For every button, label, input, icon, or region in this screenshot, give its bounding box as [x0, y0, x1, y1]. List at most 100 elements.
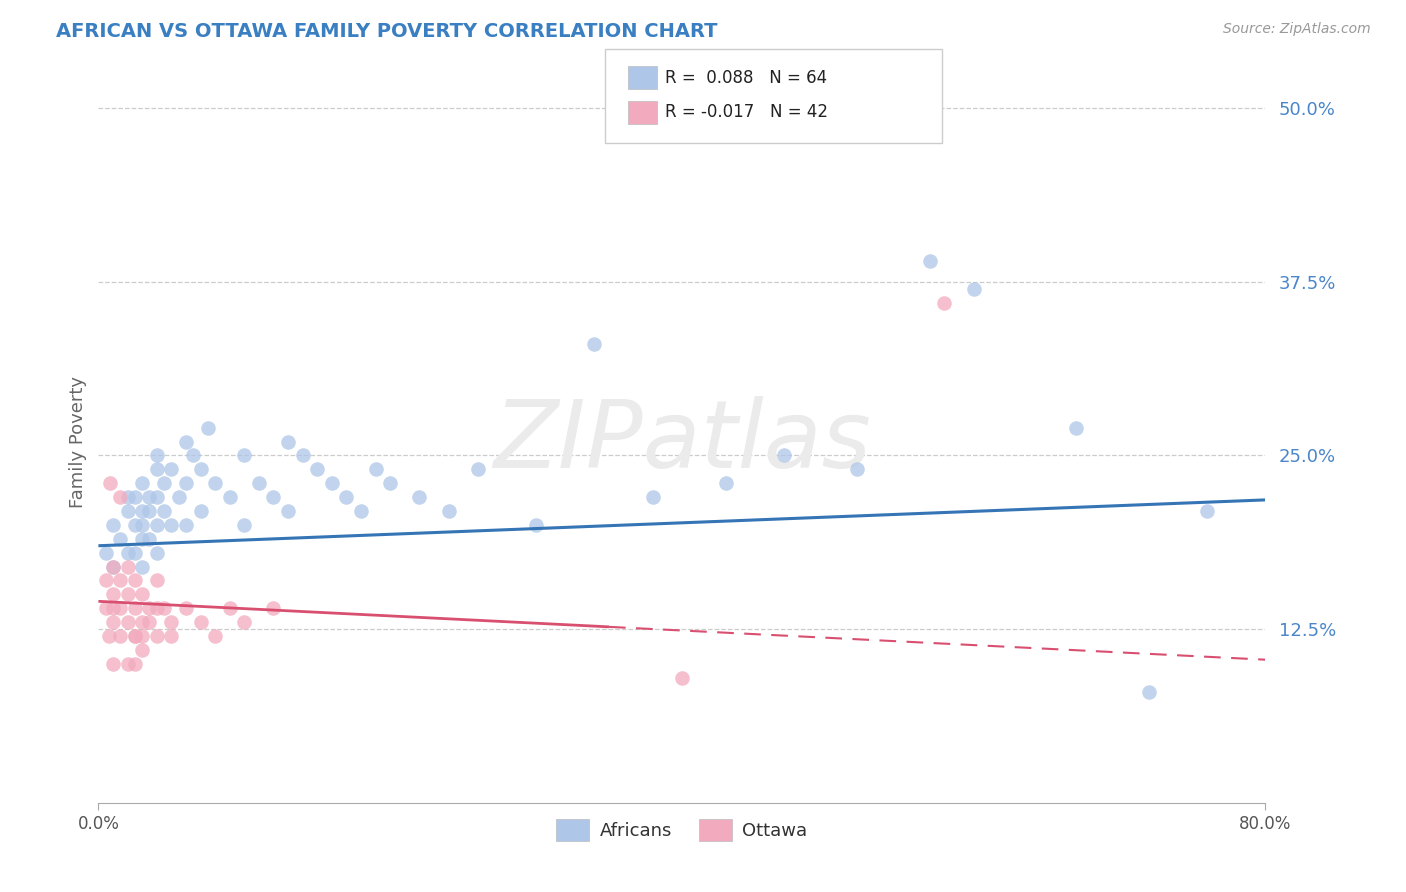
- Point: [110, 532, 132, 546]
- Point: [181, 449, 204, 463]
- Point: [641, 490, 664, 504]
- Point: [124, 629, 146, 643]
- Point: [101, 615, 124, 630]
- Point: [97, 629, 120, 643]
- Point: [846, 462, 869, 476]
- Point: [131, 476, 153, 491]
- Point: [101, 657, 124, 671]
- Point: [131, 629, 153, 643]
- Text: Source: ZipAtlas.com: Source: ZipAtlas.com: [1223, 22, 1371, 37]
- Point: [218, 601, 240, 615]
- Point: [153, 476, 176, 491]
- Point: [117, 615, 139, 630]
- Point: [124, 517, 146, 532]
- Point: [174, 601, 197, 615]
- Point: [524, 517, 547, 532]
- Point: [101, 559, 124, 574]
- Point: [962, 282, 984, 296]
- Point: [146, 449, 169, 463]
- Point: [101, 587, 124, 601]
- Point: [167, 490, 190, 504]
- Point: [291, 449, 314, 463]
- Point: [131, 532, 153, 546]
- Text: AFRICAN VS OTTAWA FAMILY POVERTY CORRELATION CHART: AFRICAN VS OTTAWA FAMILY POVERTY CORRELA…: [56, 22, 717, 41]
- Point: [117, 504, 139, 518]
- Point: [408, 490, 430, 504]
- Text: R =  0.088   N = 64: R = 0.088 N = 64: [665, 69, 827, 87]
- Point: [124, 657, 146, 671]
- Point: [321, 476, 343, 491]
- Point: [583, 337, 606, 351]
- Point: [138, 490, 160, 504]
- Point: [131, 517, 153, 532]
- Point: [671, 671, 693, 685]
- Point: [773, 449, 796, 463]
- Point: [110, 629, 132, 643]
- Point: [94, 601, 117, 615]
- Point: [101, 559, 124, 574]
- Point: [110, 574, 132, 588]
- Point: [204, 476, 226, 491]
- Point: [160, 517, 183, 532]
- Point: [138, 532, 160, 546]
- Point: [146, 490, 169, 504]
- Point: [380, 476, 402, 491]
- Point: [262, 490, 284, 504]
- Point: [110, 490, 132, 504]
- Point: [307, 462, 329, 476]
- Point: [146, 574, 169, 588]
- Point: [233, 615, 256, 630]
- Point: [277, 434, 299, 449]
- Point: [918, 253, 941, 268]
- Point: [117, 546, 139, 560]
- Point: [94, 574, 117, 588]
- Text: R = -0.017   N = 42: R = -0.017 N = 42: [665, 103, 828, 121]
- Point: [146, 546, 169, 560]
- Point: [117, 657, 139, 671]
- Point: [153, 601, 176, 615]
- Point: [190, 462, 212, 476]
- Point: [101, 517, 124, 532]
- Point: [190, 504, 212, 518]
- Point: [117, 587, 139, 601]
- Point: [94, 546, 117, 560]
- Point: [1137, 684, 1160, 698]
- Point: [335, 490, 357, 504]
- Point: [1195, 504, 1218, 518]
- Point: [174, 476, 197, 491]
- Text: ZIPatlas: ZIPatlas: [494, 396, 870, 487]
- Point: [277, 504, 299, 518]
- Point: [98, 476, 121, 491]
- Point: [714, 476, 737, 491]
- Point: [124, 546, 146, 560]
- Point: [110, 601, 132, 615]
- Point: [437, 504, 460, 518]
- Point: [124, 601, 146, 615]
- Point: [117, 559, 139, 574]
- Point: [160, 615, 183, 630]
- Point: [131, 643, 153, 657]
- Point: [233, 449, 256, 463]
- Point: [131, 615, 153, 630]
- Point: [467, 462, 489, 476]
- Point: [934, 295, 956, 310]
- Point: [262, 601, 284, 615]
- Point: [1064, 420, 1087, 434]
- Point: [131, 504, 153, 518]
- Point: [138, 504, 160, 518]
- Point: [364, 462, 387, 476]
- Point: [160, 462, 183, 476]
- Point: [160, 629, 183, 643]
- Point: [131, 587, 153, 601]
- Point: [153, 504, 176, 518]
- Point: [101, 601, 124, 615]
- Point: [131, 559, 153, 574]
- Point: [197, 420, 219, 434]
- Point: [146, 601, 169, 615]
- Point: [247, 476, 270, 491]
- Point: [138, 615, 160, 630]
- Point: [146, 462, 169, 476]
- Point: [138, 601, 160, 615]
- Point: [124, 490, 146, 504]
- Point: [233, 517, 256, 532]
